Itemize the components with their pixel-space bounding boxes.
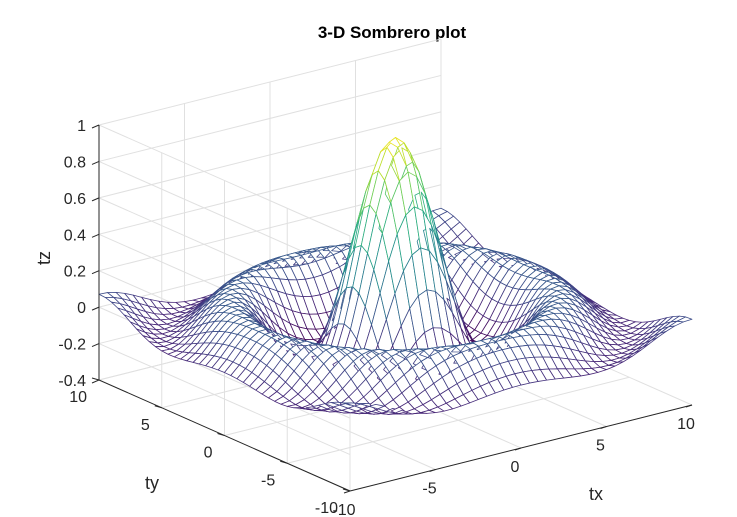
- grid-line: [98, 74, 442, 162]
- x-tick-label: 5: [596, 438, 605, 455]
- x-tick-mark: [429, 469, 436, 472]
- x-tick-mark: [685, 404, 693, 408]
- z-tick-label: -0.4: [58, 373, 86, 390]
- surface-cell: [676, 316, 693, 323]
- x-tick-label: 10: [677, 416, 695, 433]
- y-axis-label: ty: [145, 473, 159, 493]
- x-tick-label: -5: [422, 481, 436, 498]
- z-tick-mark: [91, 160, 100, 165]
- z-tick-label: 0: [77, 300, 86, 317]
- z-tick-mark: [91, 197, 100, 202]
- y-tick-label: 10: [69, 389, 87, 406]
- x-tick-mark: [514, 447, 522, 451]
- y-tick-label: 5: [141, 417, 150, 434]
- y-tick-mark: [154, 405, 162, 409]
- z-tick-label: 0.2: [64, 264, 86, 281]
- z-tick-label: 1: [77, 118, 86, 135]
- z-tick-mark: [91, 379, 100, 384]
- axes-box: [91, 124, 693, 494]
- surface-mesh: [98, 137, 693, 415]
- x-tick-mark: [343, 490, 351, 494]
- z-tick-label: 0.6: [64, 191, 86, 208]
- y-tick-mark: [342, 488, 351, 492]
- y-tick-mark: [91, 377, 100, 381]
- z-tick-mark: [91, 124, 100, 129]
- y-tick-mark: [280, 460, 288, 464]
- z-tick-mark: [91, 233, 100, 238]
- x-axis-label: tx: [589, 484, 603, 504]
- grid-line: [98, 111, 442, 199]
- z-tick-mark: [91, 343, 100, 348]
- y-tick-label: 0: [204, 445, 213, 462]
- y-tick-label: -5: [261, 472, 275, 489]
- z-tick-mark: [91, 306, 100, 311]
- y-tick-mark: [217, 433, 225, 436]
- z-tick-label: -0.2: [58, 337, 86, 354]
- chart-title: 3-D Sombrero plot: [318, 23, 467, 42]
- grid-line: [98, 343, 351, 456]
- z-axis-label: tz: [34, 251, 54, 265]
- z-tick-label: 0.8: [64, 154, 86, 171]
- grid-line: [98, 124, 351, 237]
- z-tick-mark: [91, 270, 100, 275]
- z-tick-label: 0.4: [64, 227, 86, 244]
- grid-line: [287, 376, 630, 464]
- y-tick-label: -10: [315, 500, 338, 517]
- x-tick-label: 0: [511, 459, 520, 476]
- grid-line: [98, 38, 442, 126]
- x-tick-label: -10: [332, 502, 355, 517]
- x-tick-mark: [600, 426, 607, 429]
